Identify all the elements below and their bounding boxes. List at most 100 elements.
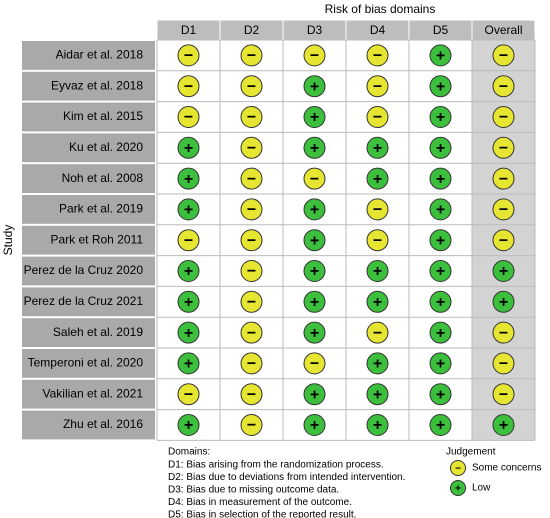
- judgement-symbol: +: [436, 78, 445, 95]
- judgement-marker: [492, 75, 515, 98]
- study-label: Ku et al. 2020: [69, 140, 143, 154]
- judgement-symbol: +: [373, 263, 382, 280]
- study-cell: [22, 195, 155, 224]
- judgement-marker: [492, 260, 515, 282]
- judgement-marker: [366, 229, 389, 252]
- judgement-marker: [366, 44, 389, 67]
- judgement-symbol: −: [310, 356, 319, 373]
- study-cell: [22, 349, 155, 378]
- judgement-marker: [177, 414, 200, 436]
- judgement-symbol: −: [373, 202, 382, 219]
- judgement-marker: [492, 136, 515, 159]
- judgement-marker: [240, 321, 263, 344]
- judgement-symbol: +: [184, 325, 193, 342]
- judgement-marker: [492, 198, 515, 221]
- study-label: Park et al. 2019: [59, 202, 143, 216]
- judgement-marker: [303, 44, 326, 67]
- judgement-symbol: −: [499, 325, 508, 342]
- judgement-symbol: −: [247, 48, 256, 65]
- domains-heading: Domains:: [168, 447, 210, 458]
- judgement-marker: [429, 229, 452, 252]
- judgement-marker: [240, 167, 263, 190]
- judgement-symbol: −: [310, 48, 319, 65]
- judgement-symbol: −: [499, 386, 508, 403]
- judgement-symbol: −: [184, 232, 193, 249]
- column-header: D2: [244, 23, 260, 37]
- judgement-symbol: +: [436, 263, 445, 280]
- judgement-marker: [177, 167, 200, 190]
- study-label: Perez de la Cruz 2021: [24, 294, 144, 308]
- judgement-marker: [429, 44, 452, 67]
- judgement-marker: [366, 260, 389, 282]
- judgement-symbol: +: [310, 417, 319, 434]
- judgement-marker: [240, 383, 263, 406]
- judgement-symbol: +: [373, 294, 382, 311]
- judgement-symbol: −: [247, 356, 256, 373]
- legend-label: Low: [472, 483, 491, 494]
- judgement-marker: [303, 229, 326, 252]
- judgement-marker: [492, 414, 515, 436]
- judgement-marker: [240, 44, 263, 67]
- judgement-symbol: −: [499, 109, 508, 126]
- judgement-symbol: +: [310, 263, 319, 280]
- judgement-symbol: −: [184, 78, 193, 95]
- judgement-marker: [366, 106, 389, 128]
- legend-label: Some concerns: [472, 463, 541, 474]
- judgement-marker: [303, 75, 326, 98]
- study-cell: [22, 41, 155, 70]
- judgement-symbol: −: [499, 140, 508, 157]
- judgement-marker: [303, 414, 326, 436]
- judgement-marker: [492, 321, 515, 344]
- judgement-symbol: −: [247, 202, 256, 219]
- judgement-marker: [303, 106, 326, 128]
- judgement-symbol: −: [310, 171, 319, 188]
- judgement-marker: [303, 260, 326, 282]
- judgement-symbol: +: [373, 417, 382, 434]
- judgement-symbol: −: [373, 109, 382, 126]
- judgement-marker: [303, 198, 326, 221]
- judgement-marker: [366, 352, 389, 375]
- judgement-symbol: +: [436, 386, 445, 403]
- column-header: Overall: [484, 23, 522, 37]
- judgement-symbol: +: [310, 140, 319, 157]
- judgement-marker: [240, 260, 263, 282]
- judgement-symbol: +: [184, 140, 193, 157]
- judgement-marker: [429, 167, 452, 190]
- judgement-marker: [303, 383, 326, 406]
- judgement-marker: [366, 321, 389, 344]
- judgement-marker: [429, 383, 452, 406]
- judgement-symbol: +: [310, 386, 319, 403]
- judgement-symbol: −: [373, 232, 382, 249]
- judgement-marker: [429, 260, 452, 282]
- judgement-symbol: +: [499, 417, 508, 434]
- column-header: D3: [307, 23, 323, 37]
- judgement-symbol: −: [247, 78, 256, 95]
- study-label: Kim et al. 2015: [63, 109, 143, 123]
- judgement-marker: [492, 352, 515, 375]
- judgement-marker: [492, 44, 515, 67]
- chart-title: Risk of bias domains: [325, 2, 436, 16]
- judgement-symbol: −: [247, 294, 256, 311]
- judgement-marker: [429, 321, 452, 344]
- study-cell: [22, 71, 155, 101]
- judgement-symbol: +: [436, 202, 445, 219]
- judgement-marker: [303, 136, 326, 159]
- judgement-symbol: +: [373, 386, 382, 403]
- judgement-symbol: −: [247, 325, 256, 342]
- judgement-symbol: −: [499, 232, 508, 249]
- study-label: Saleh et al. 2019: [53, 325, 143, 339]
- study-label: Temperoni et al. 2020: [28, 356, 144, 370]
- judgement-symbol: −: [247, 386, 256, 403]
- judgement-symbol: +: [184, 294, 193, 311]
- study-label: Eyvaz et al. 2018: [51, 78, 143, 92]
- judgement-symbol: +: [436, 325, 445, 342]
- judgement-marker: [177, 106, 200, 128]
- judgement-marker: [366, 198, 389, 221]
- study-cell: [22, 102, 155, 132]
- study-label: Perez de la Cruz 2020: [24, 263, 144, 277]
- legend-marker: [450, 480, 466, 496]
- judgement-symbol: −: [184, 109, 193, 126]
- judgement-symbol: +: [310, 202, 319, 219]
- judgement-marker: [303, 321, 326, 344]
- judgement-marker: [240, 414, 263, 436]
